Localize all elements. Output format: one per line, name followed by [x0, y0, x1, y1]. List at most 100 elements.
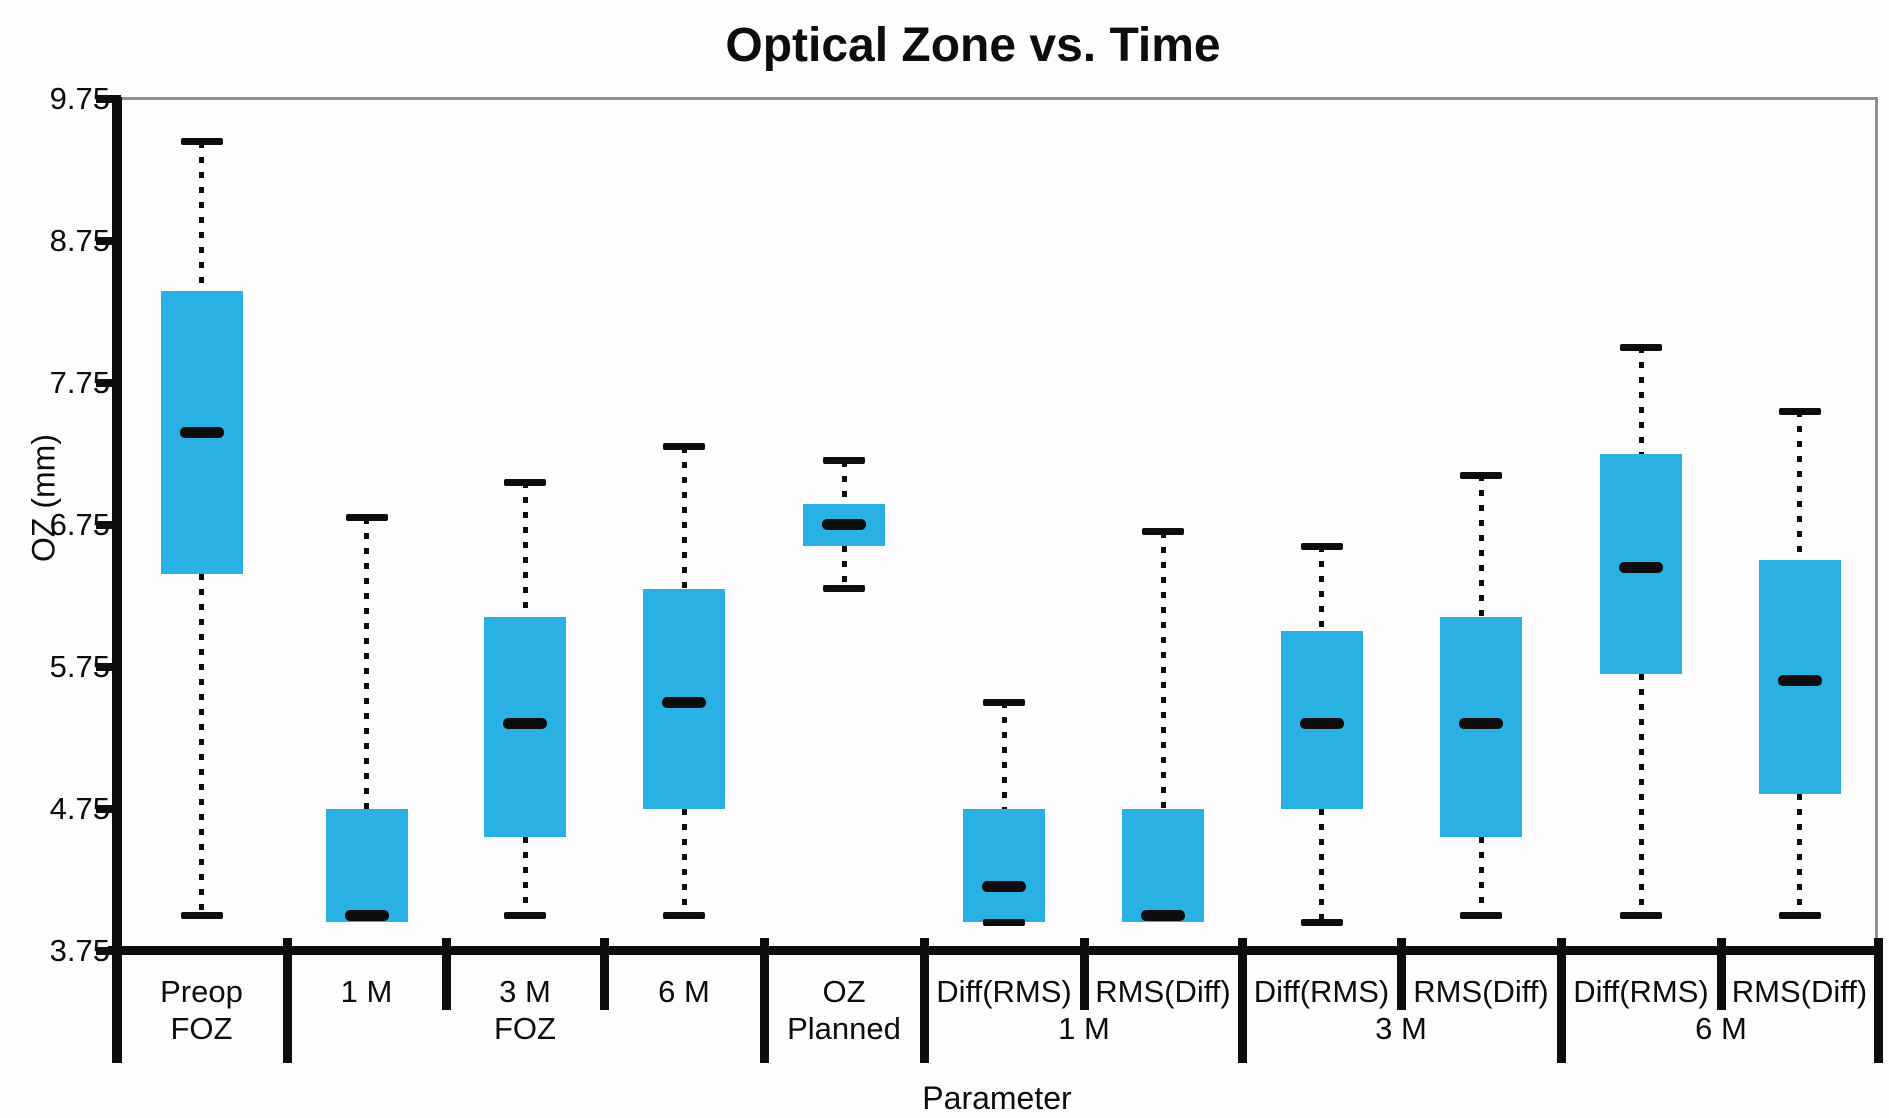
median-oz-planned — [822, 519, 866, 531]
x-separator-short — [1079, 938, 1089, 1010]
whisker-cap-top-diff-rms-3-m — [1300, 542, 1343, 550]
x-category-sublabel: FOZ — [170, 1011, 233, 1046]
whisker-lower-diff-rms-6-m — [1638, 673, 1644, 915]
whisker-lower-rms-diff-6-m — [1797, 794, 1802, 916]
whisker-cap-top-3-m-foz — [504, 478, 546, 486]
whisker-upper-rms-diff-6-m — [1797, 411, 1802, 561]
median-rms-diff-1-m — [1141, 909, 1185, 921]
whisker-cap-bottom-oz-planned — [823, 585, 865, 593]
median-diff-rms-6-m — [1619, 561, 1663, 573]
x-separator-tall — [1237, 938, 1247, 1063]
x-category-label: RMS(Diff) — [1095, 974, 1231, 1009]
whisker-upper-oz-planned — [841, 460, 847, 504]
whisker-upper-1-m-foz — [364, 517, 369, 809]
y-axis-title: OZ (mm) — [25, 434, 62, 562]
x-category-label: Diff(RMS) — [1573, 974, 1709, 1009]
whisker-cap-bottom-diff-rms-1-m — [983, 918, 1025, 926]
x-category-label: RMS(Diff) — [1731, 974, 1868, 1009]
x-category-label: Preop — [160, 974, 243, 1009]
whisker-upper-rms-diff-1-m — [1160, 531, 1166, 809]
y-tick-label: 9.75 — [49, 81, 110, 117]
median-3-m-foz — [503, 717, 547, 729]
whisker-cap-top-rms-diff-1-m — [1142, 528, 1184, 536]
x-pair-group-label: 1 M — [1058, 1011, 1110, 1046]
box-1-m-foz — [325, 808, 408, 923]
whisker-cap-bottom-rms-diff-6-m — [1778, 911, 1821, 919]
x-category-label: 3 M — [499, 974, 551, 1009]
whisker-cap-top-preop-foz — [180, 138, 223, 146]
y-tick-mark — [96, 662, 121, 671]
whisker-lower-diff-rms-3-m — [1319, 808, 1324, 923]
whisker-upper-3-m-foz — [522, 482, 528, 618]
x-category-label: Diff(RMS) — [936, 974, 1072, 1009]
x-separator-tall — [282, 938, 292, 1063]
y-axis-line — [112, 97, 122, 1063]
median-preop-foz — [179, 427, 224, 439]
y-tick-label: 5.75 — [49, 648, 110, 684]
y-tick-label: 4.75 — [49, 790, 110, 826]
x-axis-title: Parameter — [922, 1080, 1072, 1116]
x-category-label: Diff(RMS) — [1253, 974, 1390, 1009]
whisker-cap-top-6-m-foz — [663, 443, 705, 451]
whisker-cap-top-diff-rms-6-m — [1620, 343, 1662, 351]
whisker-lower-6-m-foz — [681, 808, 687, 916]
whisker-upper-diff-rms-1-m — [1001, 702, 1007, 809]
x-separator-short — [1396, 938, 1406, 1010]
plot-frame-top — [114, 97, 1878, 100]
chart-title: Optical Zone vs. Time — [725, 19, 1221, 72]
median-6-m-foz — [662, 696, 706, 708]
whisker-cap-bottom-diff-rms-3-m — [1300, 918, 1343, 926]
box-diff-rms-1-m — [963, 808, 1045, 923]
whisker-cap-top-1-m-foz — [345, 514, 388, 522]
x-axis-line — [108, 946, 1881, 955]
x-separator-tall — [759, 938, 769, 1063]
median-diff-rms-3-m — [1299, 717, 1344, 729]
whisker-cap-bottom-3-m-foz — [504, 911, 546, 919]
median-rms-diff-6-m — [1777, 675, 1822, 687]
whisker-cap-bottom-rms-diff-3-m — [1460, 911, 1502, 919]
x-separator-short — [599, 938, 609, 1010]
x-separator-tall — [919, 938, 929, 1063]
y-tick-mark — [96, 520, 121, 529]
y-tick-mark — [96, 946, 121, 955]
whisker-cap-top-rms-diff-6-m — [1778, 407, 1821, 415]
whisker-cap-top-oz-planned — [823, 457, 865, 465]
y-tick-label: 3.75 — [49, 932, 110, 968]
median-1-m-foz — [344, 909, 389, 921]
whisker-cap-bottom-preop-foz — [180, 911, 223, 919]
whisker-lower-3-m-foz — [522, 836, 528, 915]
plot-frame-right — [1875, 97, 1878, 950]
x-separator-tall — [1556, 938, 1566, 1063]
median-rms-diff-3-m — [1459, 717, 1503, 729]
y-tick-mark — [96, 804, 121, 813]
whisker-upper-diff-rms-6-m — [1638, 347, 1644, 454]
whisker-upper-preop-foz — [199, 141, 204, 291]
x-category-sublabel: FOZ — [494, 1011, 556, 1046]
median-diff-rms-1-m — [982, 881, 1026, 893]
whisker-lower-oz-planned — [841, 546, 847, 589]
x-pair-group-label: 3 M — [1375, 1011, 1427, 1046]
y-tick-label: 6.75 — [49, 506, 110, 542]
whisker-cap-bottom-6-m-foz — [663, 911, 705, 919]
y-tick-mark — [96, 378, 121, 387]
x-category-label: 6 M — [658, 974, 710, 1009]
x-pair-group-label: 6 M — [1695, 1011, 1747, 1046]
whisker-cap-bottom-diff-rms-6-m — [1620, 911, 1662, 919]
whisker-cap-top-rms-diff-3-m — [1460, 471, 1502, 479]
whisker-upper-rms-diff-3-m — [1478, 475, 1484, 618]
box-rms-diff-1-m — [1122, 808, 1204, 923]
whisker-upper-diff-rms-3-m — [1319, 546, 1324, 632]
x-separator-short — [441, 938, 451, 1010]
x-separator-tall — [1873, 938, 1883, 1063]
y-tick-mark — [96, 95, 121, 104]
whisker-upper-6-m-foz — [681, 446, 687, 589]
x-category-label: 1 M — [340, 974, 393, 1009]
y-tick-label: 7.75 — [49, 364, 110, 400]
y-tick-mark — [96, 237, 121, 245]
x-separator-short — [1716, 938, 1726, 1010]
x-category-sublabel: Planned — [787, 1011, 901, 1046]
whisker-cap-top-diff-rms-1-m — [983, 698, 1025, 706]
x-category-label: OZ — [822, 974, 866, 1009]
whisker-lower-rms-diff-3-m — [1478, 836, 1484, 915]
